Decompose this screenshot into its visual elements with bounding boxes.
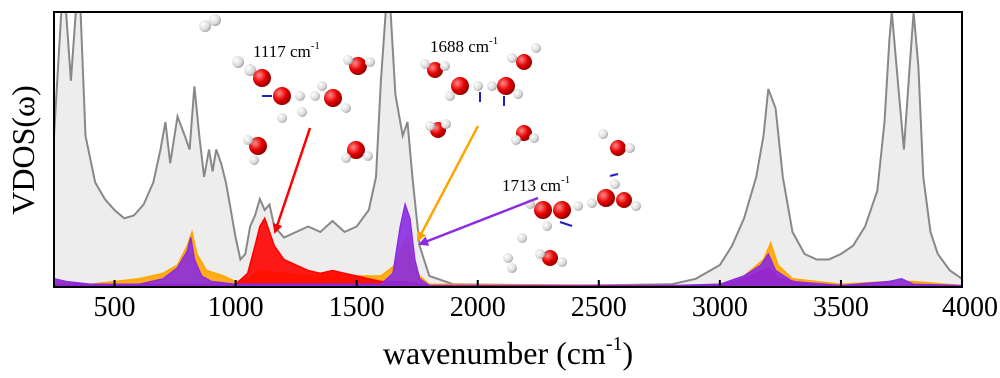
series-3 <box>54 201 962 287</box>
x-tick-label: 4000 <box>942 292 998 323</box>
arrow-1688 <box>416 125 480 242</box>
arrow-1117 <box>272 127 312 234</box>
arrow-1713 <box>418 196 539 246</box>
series-layer <box>54 12 962 287</box>
x-tick-label: 1500 <box>329 292 385 323</box>
molecule-inset-1117 <box>199 14 375 165</box>
annotation-1688: 1688 cm-1 <box>430 35 498 56</box>
x-tick-label: 1000 <box>208 292 264 323</box>
molecule-inset-1713 <box>503 129 641 273</box>
x-axis: 500 1000 1500 2000 2500 3000 3500 4000 <box>94 280 998 323</box>
x-tick-label: 500 <box>94 292 136 323</box>
plot-frame <box>53 11 963 288</box>
x-tick-label: 3000 <box>692 292 748 323</box>
x-tick-label: 2500 <box>571 292 627 323</box>
x-tick-label: 2000 <box>450 292 506 323</box>
annotation-1117: 1117 cm-1 <box>253 40 320 61</box>
molecule-inset-1688 <box>420 43 541 145</box>
series-0 <box>54 12 962 287</box>
annotation-1713: 1713 cm-1 <box>502 174 570 195</box>
x-axis-title: wavenumber (cm-1) <box>383 333 633 371</box>
x-tick-label: 3500 <box>813 292 869 323</box>
y-axis-title: VDOS(ω) <box>5 85 41 215</box>
